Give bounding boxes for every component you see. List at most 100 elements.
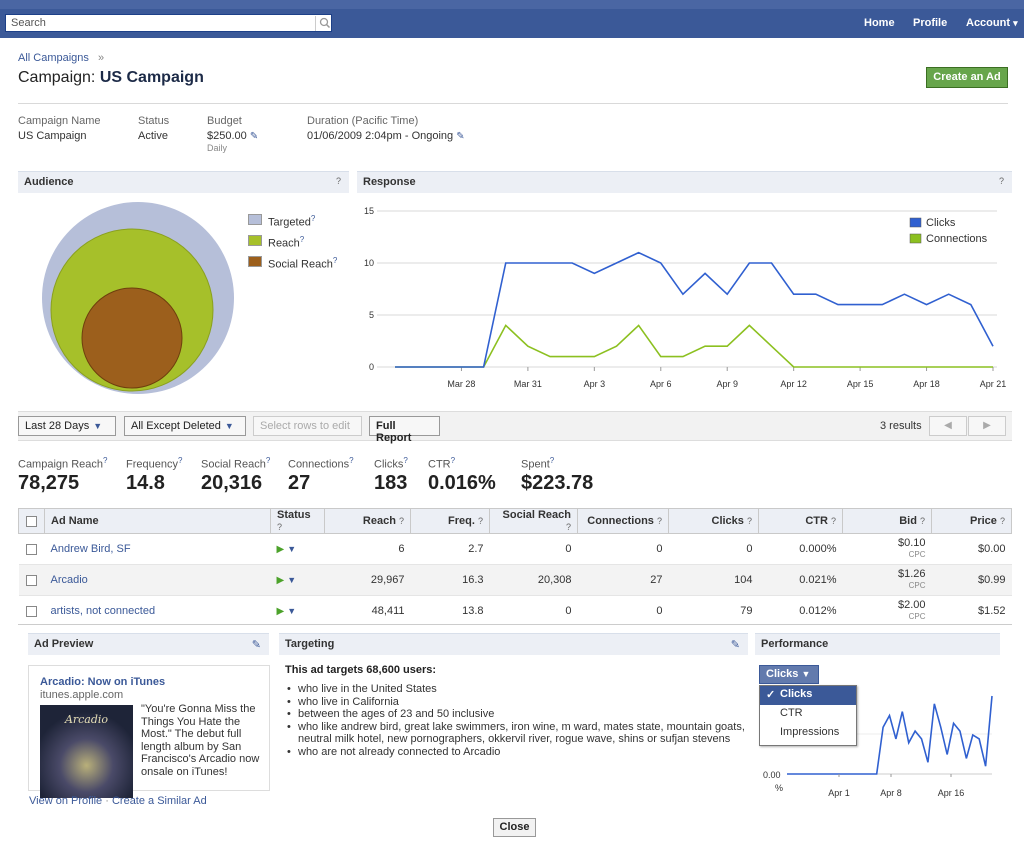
chevron-down-icon[interactable]: ▼: [287, 606, 297, 616]
create-ad-button[interactable]: Create an Ad: [926, 67, 1008, 88]
help-icon[interactable]: ?: [999, 516, 1005, 526]
reach-help-icon[interactable]: ?: [299, 235, 305, 244]
help-icon[interactable]: ?: [398, 516, 404, 526]
col-freq[interactable]: Freq. ?: [410, 508, 490, 534]
chevron-down-icon[interactable]: ▼: [287, 544, 297, 554]
legend-swatch-targeted: [248, 214, 262, 225]
response-panel-header: Response ?: [357, 171, 1012, 193]
nav-home-link[interactable]: Home: [864, 17, 895, 29]
performance-line-chart: 0.00% Apr 1 Apr 8 Apr 16: [763, 695, 993, 798]
connections-cell: 0: [577, 533, 669, 565]
duration-value: 01/06/2009 2:04pm - Ongoing ✎: [307, 130, 465, 142]
freq-cell: 2.7: [410, 533, 490, 565]
clicks-cell: 79: [668, 595, 759, 627]
stat-label-ctr: CTR?: [428, 456, 456, 471]
menu-item-clicks[interactable]: ✓ Clicks: [760, 686, 856, 705]
status-filter-dropdown[interactable]: All Except Deleted ▼: [124, 416, 246, 436]
row-checkbox[interactable]: [26, 543, 37, 555]
help-icon[interactable]: ?: [919, 516, 925, 526]
legend-label-reach: Reach?: [268, 235, 304, 250]
row-checkbox[interactable]: [26, 574, 37, 586]
response-help-icon[interactable]: ?: [998, 176, 1004, 186]
help-icon[interactable]: ?: [656, 516, 662, 526]
nav-account-link[interactable]: Account ▾: [966, 17, 1018, 29]
album-cover-image[interactable]: Arcadio: [40, 705, 133, 798]
performance-metric-dropdown[interactable]: Clicks ▼: [759, 665, 819, 684]
chevron-down-icon[interactable]: ▼: [287, 575, 297, 585]
ad-name-link[interactable]: Arcadio: [50, 574, 88, 586]
stat-label-connections: Connections?: [288, 456, 354, 471]
x-tick-label: Mar 31: [514, 379, 542, 389]
edit-budget-pencil-icon[interactable]: ✎: [249, 131, 259, 142]
help-icon[interactable]: ?: [450, 456, 456, 465]
nav-profile-link[interactable]: Profile: [913, 17, 948, 29]
search-input[interactable]: Search: [5, 14, 332, 32]
help-icon[interactable]: ?: [477, 516, 483, 526]
help-icon[interactable]: ?: [277, 522, 283, 532]
ad-title-link[interactable]: Arcadio: Now on iTunes: [40, 676, 166, 688]
prev-page-button[interactable]: ◀: [929, 416, 967, 436]
menu-item-impressions[interactable]: Impressions: [780, 726, 840, 738]
help-icon[interactable]: ?: [177, 456, 183, 465]
x-tick-label: Apr 16: [938, 788, 965, 798]
social-reach-cell: 0: [489, 595, 578, 627]
top-navigation-bar: Search Home Profile Account ▾: [0, 0, 1024, 38]
y-tick-label: 5: [369, 310, 374, 320]
col-price[interactable]: Price ?: [931, 508, 1012, 534]
col-status[interactable]: Status ?: [270, 508, 325, 534]
social-reach-help-icon[interactable]: ?: [332, 256, 338, 265]
menu-item-ctr[interactable]: CTR: [780, 707, 803, 719]
x-tick-label: Apr 9: [716, 379, 738, 389]
search-icon[interactable]: [315, 16, 332, 31]
col-clicks[interactable]: Clicks ?: [668, 508, 759, 534]
select-all-header: [18, 508, 45, 534]
y-tick-label: 15: [364, 206, 374, 216]
row-select-cell: [18, 533, 45, 565]
col-social-reach[interactable]: Social Reach ?: [489, 508, 578, 534]
targeted-help-icon[interactable]: ?: [310, 214, 316, 223]
col-bid[interactable]: Bid ?: [842, 508, 932, 534]
view-on-profile-link[interactable]: View on Profile: [29, 795, 103, 807]
targeting-criteria-list: who live in the United Stateswho live in…: [286, 683, 746, 758]
col-reach[interactable]: Reach ?: [324, 508, 411, 534]
bid-cell: $1.26 CPC: [842, 564, 932, 596]
table-row[interactable]: Andrew Bird, SF ▶ ▼ 6 2.7 0 0 0 0.000% $0.10 CPC $…: [18, 533, 1012, 565]
ad-name-link[interactable]: Andrew Bird, SF: [50, 543, 131, 555]
row-checkbox[interactable]: [26, 605, 37, 617]
help-icon[interactable]: ?: [265, 456, 271, 465]
chevron-down-icon: ▼: [801, 669, 811, 679]
full-report-button[interactable]: Full Report: [369, 416, 440, 444]
select-all-checkbox[interactable]: [26, 515, 37, 527]
help-icon[interactable]: ?: [565, 522, 571, 532]
help-icon[interactable]: ?: [349, 456, 354, 465]
help-icon[interactable]: ?: [403, 456, 408, 465]
col-ctr[interactable]: CTR ?: [758, 508, 843, 534]
help-icon[interactable]: ?: [103, 456, 108, 465]
help-icon[interactable]: ?: [746, 516, 752, 526]
breadcrumb-all-campaigns[interactable]: All Campaigns: [18, 52, 89, 64]
audience-panel-header: Audience ?: [18, 171, 349, 193]
close-button[interactable]: Close: [493, 818, 536, 837]
col-connections[interactable]: Connections ?: [577, 508, 669, 534]
select-rows-button[interactable]: Select rows to edit: [253, 416, 362, 436]
date-range-dropdown[interactable]: Last 28 Days ▼: [18, 416, 116, 436]
stat-value-ctr: 0.016%: [428, 472, 496, 494]
next-page-button[interactable]: ▶: [968, 416, 1006, 436]
performance-header: Performance: [755, 633, 1000, 655]
edit-duration-pencil-icon[interactable]: ✎: [456, 131, 465, 142]
ad-name-link[interactable]: artists, not connected: [50, 605, 156, 617]
table-row[interactable]: Arcadio ▶ ▼ 29,967 16.3 20,308 27 104 0.021% $1.…: [18, 564, 1012, 596]
create-similar-ad-link[interactable]: Create a Similar Ad: [111, 795, 207, 807]
y-unit-label: %: [775, 783, 783, 793]
audience-help-icon[interactable]: ?: [335, 176, 341, 186]
targeting-criterion: who like andrew bird, great lake swimmer…: [286, 721, 746, 746]
table-row[interactable]: artists, not connected ▶ ▼ 48,411 13.8 0 0 79 0…: [18, 595, 1012, 627]
edit-ad-pencil-icon[interactable]: ✎: [251, 639, 261, 651]
x-tick-label: Mar 28: [447, 379, 475, 389]
col-ad-name[interactable]: Ad Name: [44, 508, 271, 534]
edit-targeting-pencil-icon[interactable]: ✎: [730, 639, 740, 651]
help-icon[interactable]: ?: [830, 516, 836, 526]
ad-name-cell: artists, not connected: [44, 595, 271, 627]
help-icon[interactable]: ?: [549, 456, 555, 465]
check-icon: ✓: [766, 689, 776, 701]
